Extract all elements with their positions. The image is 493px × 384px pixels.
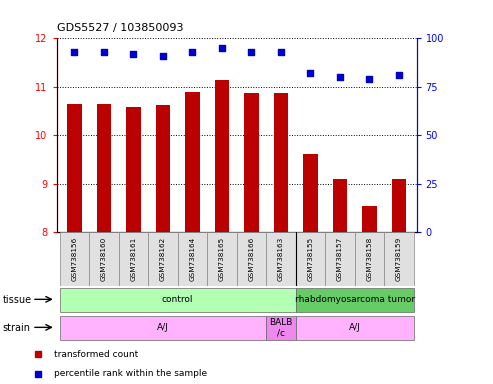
Text: percentile rank within the sample: percentile rank within the sample: [54, 369, 207, 378]
FancyBboxPatch shape: [60, 232, 89, 286]
Text: GDS5527 / 103850093: GDS5527 / 103850093: [57, 23, 183, 33]
Point: [365, 76, 373, 82]
Text: A/J: A/J: [157, 323, 169, 332]
Bar: [214, 79, 229, 232]
FancyBboxPatch shape: [89, 232, 119, 286]
FancyBboxPatch shape: [296, 288, 414, 312]
Bar: [155, 105, 170, 232]
Text: GSM738156: GSM738156: [71, 237, 77, 281]
Bar: [391, 179, 406, 232]
Point: [188, 49, 196, 55]
Text: GSM738155: GSM738155: [308, 237, 314, 281]
Text: control: control: [162, 295, 193, 304]
FancyBboxPatch shape: [60, 288, 296, 312]
Bar: [185, 92, 200, 232]
Point: [307, 70, 315, 76]
Point: [159, 53, 167, 59]
Point: [395, 72, 403, 78]
Text: GSM738159: GSM738159: [396, 237, 402, 281]
Bar: [97, 104, 111, 232]
FancyBboxPatch shape: [177, 232, 207, 286]
Point: [247, 49, 255, 55]
FancyBboxPatch shape: [296, 232, 325, 286]
Bar: [126, 107, 141, 232]
Point: [277, 49, 285, 55]
FancyBboxPatch shape: [207, 232, 237, 286]
Text: GSM738163: GSM738163: [278, 237, 284, 281]
FancyBboxPatch shape: [237, 232, 266, 286]
Text: GSM738157: GSM738157: [337, 237, 343, 281]
FancyBboxPatch shape: [325, 232, 354, 286]
Text: transformed count: transformed count: [54, 350, 139, 359]
Text: strain: strain: [2, 323, 31, 333]
Text: rhabdomyosarcoma tumor: rhabdomyosarcoma tumor: [295, 295, 415, 304]
Text: tissue: tissue: [2, 295, 32, 305]
Point: [336, 74, 344, 80]
Bar: [244, 93, 259, 232]
FancyBboxPatch shape: [119, 232, 148, 286]
Bar: [274, 93, 288, 232]
FancyBboxPatch shape: [354, 232, 384, 286]
Point: [70, 49, 78, 55]
FancyBboxPatch shape: [296, 316, 414, 340]
Text: GSM738162: GSM738162: [160, 237, 166, 281]
Text: GSM738161: GSM738161: [130, 237, 137, 281]
Text: GSM738160: GSM738160: [101, 237, 107, 281]
Text: GSM738166: GSM738166: [248, 237, 254, 281]
Text: GSM738158: GSM738158: [366, 237, 372, 281]
Bar: [362, 206, 377, 232]
Bar: [303, 154, 318, 232]
FancyBboxPatch shape: [60, 316, 266, 340]
FancyBboxPatch shape: [266, 232, 296, 286]
Text: A/J: A/J: [349, 323, 360, 332]
Point: [130, 51, 138, 57]
FancyBboxPatch shape: [148, 232, 177, 286]
FancyBboxPatch shape: [384, 232, 414, 286]
Text: GSM738164: GSM738164: [189, 237, 195, 281]
Bar: [67, 104, 82, 232]
Point: [100, 49, 108, 55]
Point: [218, 45, 226, 51]
Text: BALB
/c: BALB /c: [269, 318, 292, 337]
Bar: [332, 179, 347, 232]
Text: GSM738165: GSM738165: [219, 237, 225, 281]
FancyBboxPatch shape: [266, 316, 296, 340]
